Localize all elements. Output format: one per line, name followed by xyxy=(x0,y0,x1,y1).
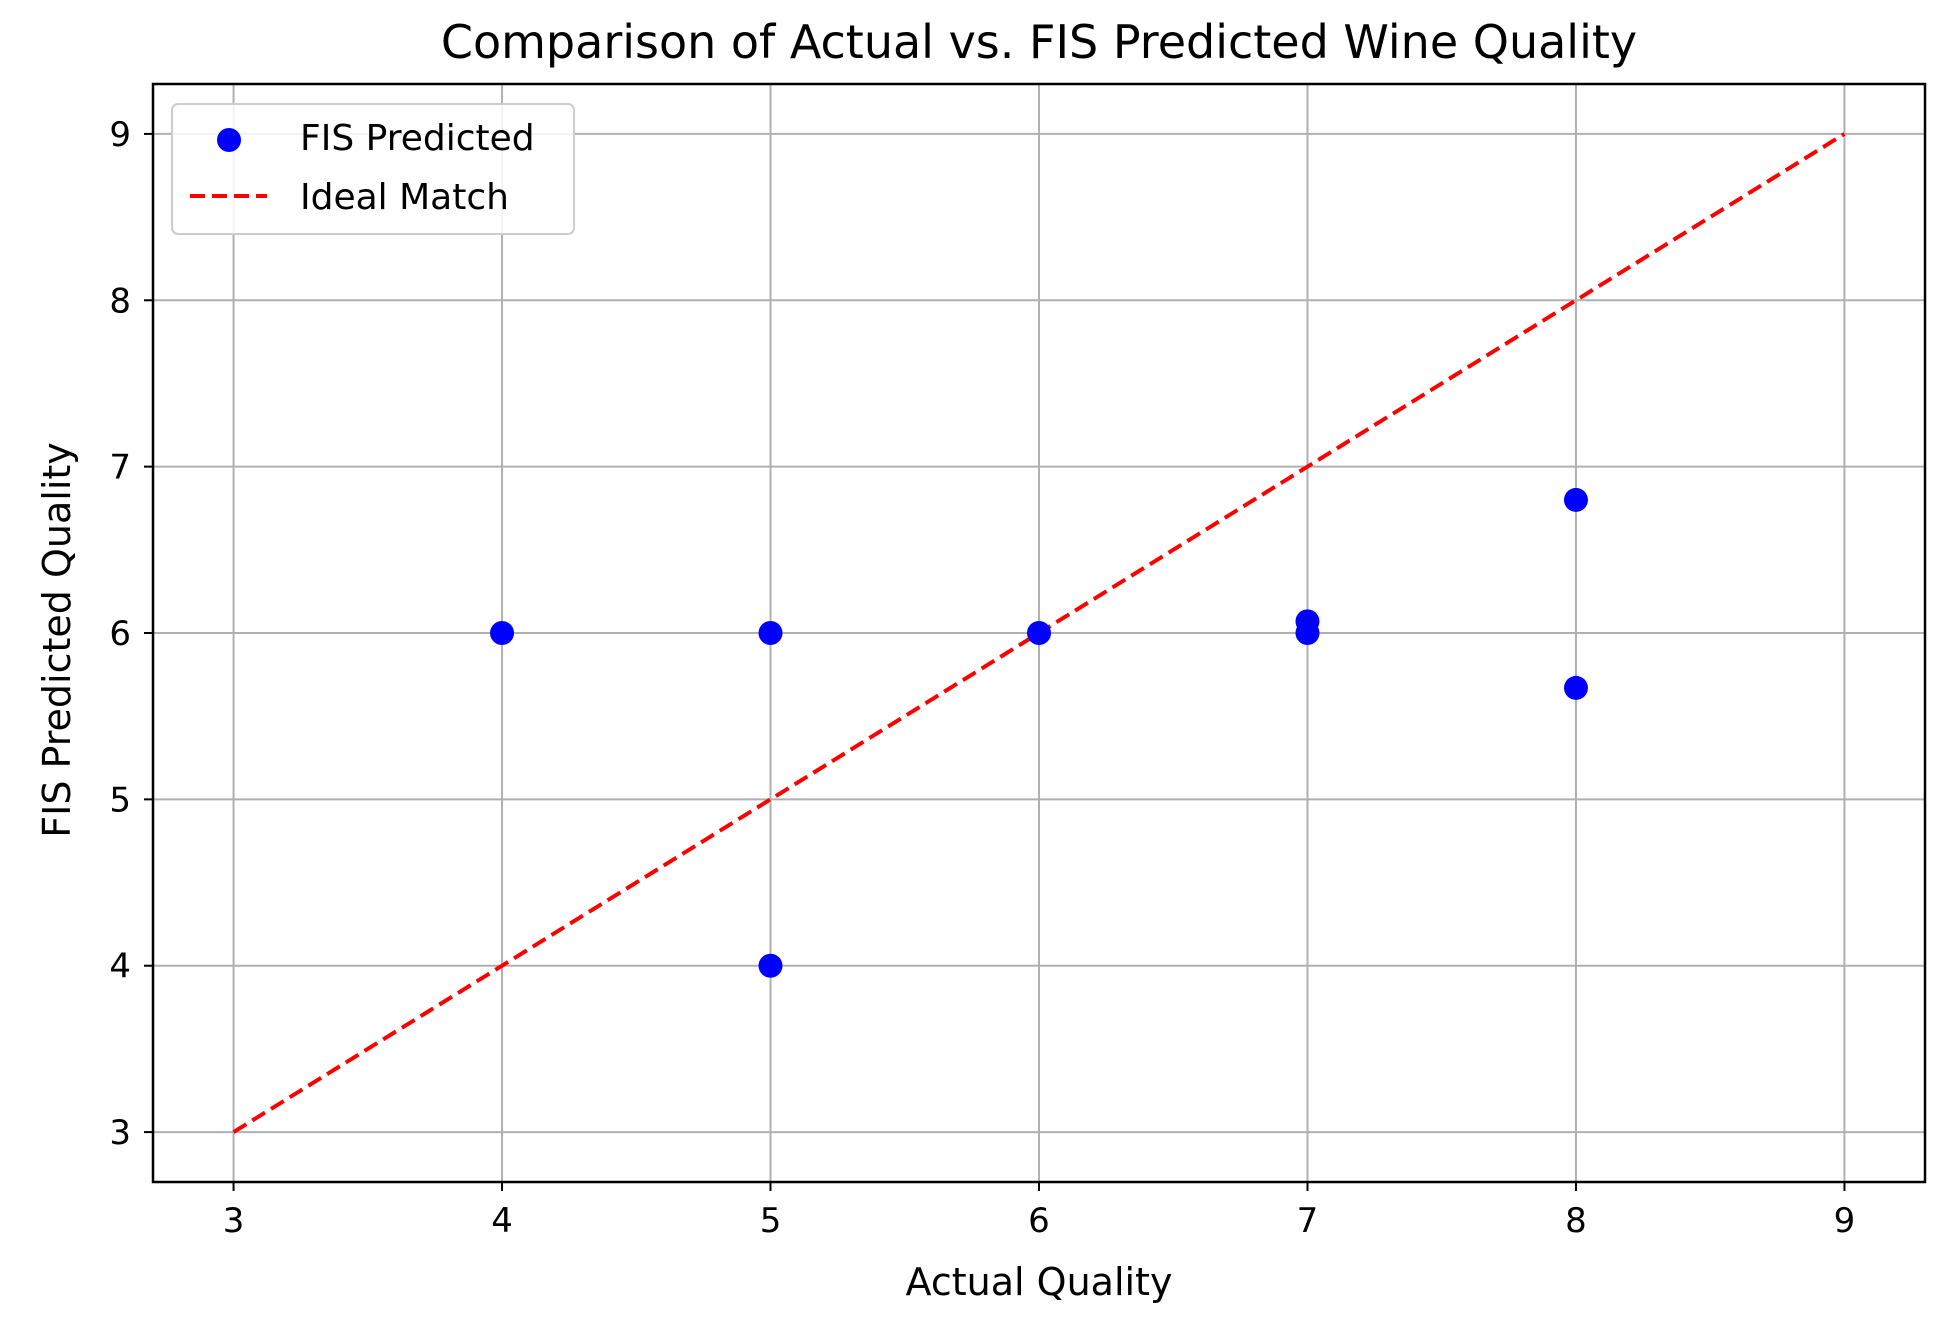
scatter-point xyxy=(1027,621,1051,645)
legend-marker-scatter xyxy=(217,128,241,152)
legend-label: Ideal Match xyxy=(300,177,509,218)
x-tick-label: 5 xyxy=(760,1201,782,1241)
scatter-point xyxy=(1295,609,1320,634)
y-tick-label: 8 xyxy=(109,281,131,321)
axis-ticks: 3 4 5 6 7 8 9 3 4 5 6 7 8 9 xyxy=(109,115,1855,1241)
legend-label: FIS Predicted xyxy=(300,118,535,159)
x-tick-label: 9 xyxy=(1834,1201,1856,1241)
y-axis-label: FIS Predicted Quality xyxy=(35,442,79,838)
chart-title: Comparison of Actual vs. FIS Predicted W… xyxy=(441,15,1637,69)
legend-box xyxy=(171,103,575,235)
x-tick-label: 8 xyxy=(1565,1201,1587,1241)
y-tick-label: 9 xyxy=(109,115,131,155)
x-tick-label: 4 xyxy=(491,1201,513,1241)
y-tick-label: 4 xyxy=(109,947,131,987)
y-tick-label: 3 xyxy=(109,1113,131,1153)
plot-series xyxy=(232,132,1846,1134)
x-tick-label: 6 xyxy=(1028,1201,1050,1241)
x-axis-label: Actual Quality xyxy=(906,1260,1173,1304)
y-tick-label: 5 xyxy=(109,780,131,820)
scatter-point xyxy=(1563,487,1588,512)
y-tick-label: 6 xyxy=(109,614,131,654)
x-tick-label: 3 xyxy=(223,1201,245,1241)
scatter-point xyxy=(758,621,783,645)
scatter-point xyxy=(490,621,515,645)
y-tick-label: 7 xyxy=(109,448,131,488)
x-tick-label: 7 xyxy=(1297,1201,1319,1241)
scatter-point xyxy=(758,953,783,978)
scatter-point xyxy=(1563,675,1588,700)
legend: FIS Predicted Ideal Match xyxy=(171,103,575,235)
